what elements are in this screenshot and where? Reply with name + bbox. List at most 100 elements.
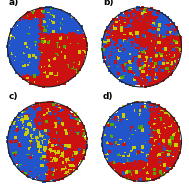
Bar <box>44 52 47 55</box>
Bar <box>56 114 60 117</box>
Bar <box>15 122 19 125</box>
Bar <box>153 124 156 128</box>
Bar <box>156 133 159 136</box>
Bar <box>133 16 136 19</box>
Bar <box>145 172 148 175</box>
Bar <box>138 161 141 164</box>
Bar <box>80 146 83 149</box>
Bar <box>147 12 151 15</box>
Bar <box>149 110 152 113</box>
Bar <box>157 140 160 143</box>
Bar <box>42 73 45 76</box>
Bar <box>38 20 41 23</box>
Bar <box>78 56 81 59</box>
Bar <box>60 121 64 124</box>
Bar <box>113 51 117 54</box>
Bar <box>37 60 41 63</box>
Bar <box>131 147 135 150</box>
Bar <box>145 16 148 19</box>
Bar <box>106 133 110 136</box>
Bar <box>64 119 67 122</box>
Bar <box>117 64 120 68</box>
Bar <box>150 31 153 34</box>
Bar <box>139 43 142 46</box>
Bar <box>121 41 125 44</box>
Bar <box>122 54 125 58</box>
Bar <box>136 29 139 32</box>
Bar <box>57 49 60 52</box>
Bar <box>40 144 43 147</box>
Bar <box>136 154 139 157</box>
Bar <box>56 146 59 149</box>
Bar <box>30 135 33 138</box>
Bar <box>133 106 136 109</box>
Bar <box>76 62 79 66</box>
Bar <box>64 113 68 116</box>
Bar <box>39 73 42 77</box>
Bar <box>48 49 52 52</box>
Bar <box>19 34 22 37</box>
Bar <box>61 124 64 127</box>
Bar <box>175 55 178 58</box>
Bar <box>143 36 146 40</box>
Bar <box>28 124 31 127</box>
Bar <box>41 115 44 119</box>
Bar <box>148 58 151 61</box>
Bar <box>114 122 118 125</box>
Bar <box>39 150 42 154</box>
Bar <box>156 63 160 66</box>
Bar <box>154 43 157 46</box>
Bar <box>33 51 36 55</box>
Bar <box>27 32 30 36</box>
Bar <box>49 147 52 150</box>
Bar <box>155 152 159 155</box>
Bar <box>152 59 155 62</box>
Bar <box>61 31 65 35</box>
Bar <box>163 60 166 63</box>
Bar <box>67 119 70 122</box>
Bar <box>165 50 168 53</box>
Bar <box>46 163 50 166</box>
Bar <box>130 37 134 41</box>
Bar <box>25 56 28 60</box>
Bar <box>63 38 66 41</box>
Bar <box>172 127 175 131</box>
Bar <box>138 166 141 169</box>
Bar <box>133 140 137 144</box>
Bar <box>73 71 77 74</box>
Bar <box>36 120 40 123</box>
Bar <box>36 160 39 163</box>
Bar <box>45 159 48 163</box>
Bar <box>24 14 28 17</box>
Bar <box>148 35 151 38</box>
Bar <box>28 62 31 65</box>
Bar <box>45 109 48 112</box>
Bar <box>68 21 71 24</box>
Bar <box>42 133 45 136</box>
Bar <box>137 149 140 152</box>
Bar <box>52 51 55 54</box>
Bar <box>103 46 106 49</box>
Bar <box>115 148 119 151</box>
Bar <box>142 39 145 42</box>
Bar <box>151 106 154 109</box>
Bar <box>114 71 117 74</box>
Bar <box>49 171 52 174</box>
Bar <box>14 57 18 60</box>
Bar <box>128 147 131 150</box>
Bar <box>143 173 146 176</box>
Bar <box>43 7 46 11</box>
Bar <box>50 23 53 26</box>
Bar <box>50 33 54 36</box>
Bar <box>113 69 116 72</box>
Bar <box>68 36 72 39</box>
Bar <box>165 58 168 61</box>
Bar <box>155 54 158 57</box>
Bar <box>163 76 166 79</box>
Bar <box>47 64 50 67</box>
Bar <box>49 51 52 55</box>
Bar <box>20 134 23 137</box>
Bar <box>42 26 45 29</box>
Bar <box>107 41 110 45</box>
Bar <box>166 161 169 164</box>
